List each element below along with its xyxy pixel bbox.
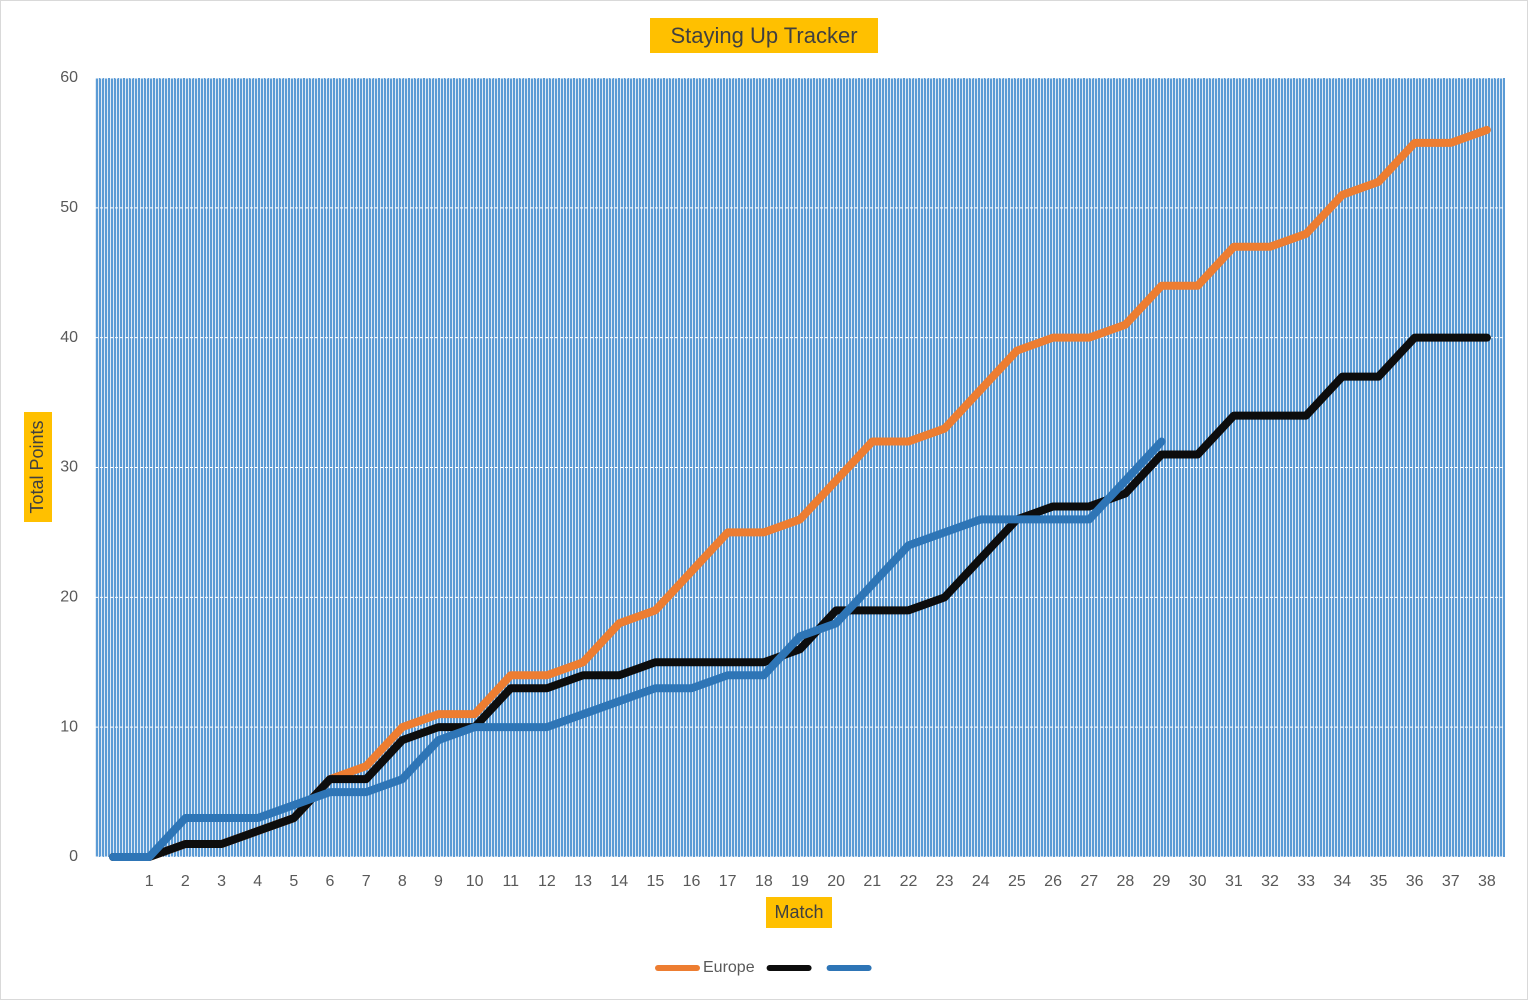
x-tick-label: 26 (1044, 873, 1062, 890)
y-tick-label: 0 (69, 848, 78, 865)
x-tick-label: 4 (253, 873, 262, 890)
x-tick-label: 25 (1008, 873, 1026, 890)
legend-label: Europe (703, 959, 755, 976)
x-tick-label: 32 (1261, 873, 1279, 890)
y-tick-label: 20 (60, 589, 78, 606)
x-tick-label: 21 (863, 873, 881, 890)
x-tick-label: 2 (181, 873, 190, 890)
x-tick-label: 30 (1189, 873, 1207, 890)
x-tick-label: 18 (755, 873, 773, 890)
series-line (109, 333, 1491, 861)
x-tick-label: 29 (1153, 873, 1171, 890)
x-tick-label: 31 (1225, 873, 1243, 890)
x-tick-label: 5 (289, 873, 298, 890)
x-tick-label: 27 (1080, 873, 1098, 890)
x-tick-label: 20 (827, 873, 845, 890)
x-tick-label: 33 (1297, 873, 1315, 890)
x-tick-label: 10 (466, 873, 484, 890)
x-axis-label: Match (774, 902, 823, 922)
title-box (650, 18, 878, 53)
x-tick-label: 9 (434, 873, 443, 890)
x-tick-label: 15 (646, 873, 664, 890)
series-line (109, 125, 1491, 861)
series-line (109, 437, 1166, 861)
x-tick-label: 38 (1478, 873, 1496, 890)
y-axis-label: Total Points (27, 420, 47, 513)
x-tick-label: 11 (502, 873, 519, 890)
x-tick-label: 36 (1406, 873, 1424, 890)
x-label-box (766, 897, 832, 928)
x-tick-label: 22 (900, 873, 918, 890)
y-tick-label: 50 (60, 199, 78, 216)
x-tick-label: 6 (326, 873, 335, 890)
x-tick-label: 13 (574, 873, 592, 890)
y-label-box (24, 412, 52, 522)
x-tick-label: 34 (1333, 873, 1351, 890)
x-tick-label: 3 (217, 873, 226, 890)
x-tick-label: 16 (683, 873, 701, 890)
x-tick-label: 37 (1442, 873, 1460, 890)
x-tick-label: 14 (610, 873, 628, 890)
y-tick-label: 40 (60, 329, 78, 346)
x-tick-label: 19 (791, 873, 809, 890)
x-tick-label: 12 (538, 873, 556, 890)
x-tick-label: 23 (936, 873, 954, 890)
x-tick-label: 8 (398, 873, 407, 890)
chart-title: Staying Up Tracker (670, 23, 857, 48)
y-tick-label: 60 (60, 69, 78, 86)
x-tick-label: 35 (1370, 873, 1388, 890)
x-tick-label: 17 (719, 873, 737, 890)
y-tick-label: 30 (60, 459, 78, 476)
x-tick-label: 28 (1116, 873, 1134, 890)
x-tick-label: 7 (362, 873, 371, 890)
x-tick-label: 1 (145, 873, 154, 890)
y-tick-label: 10 (60, 718, 78, 735)
x-tick-label: 24 (972, 873, 990, 890)
